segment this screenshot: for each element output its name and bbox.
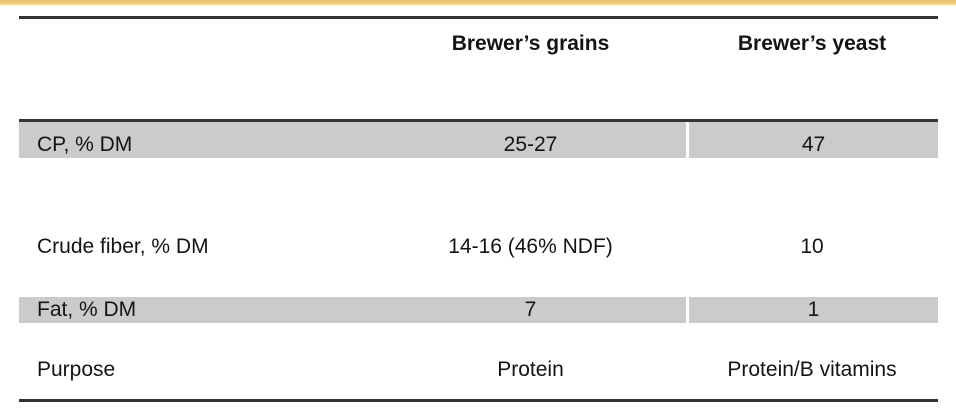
row-label-fat: Fat, % DM [19, 297, 375, 323]
table-row-fat: Fat, % DM 7 1 [19, 280, 938, 340]
column-header-brewers-grains: Brewer’s grains [451, 32, 610, 55]
cell-cp-yeast: 47 [686, 122, 938, 158]
row-label-crude-fiber: Crude fiber, % DM [37, 235, 209, 258]
cell-crude-fiber-yeast: 10 [800, 235, 824, 258]
cell-fat-grains: 7 [375, 297, 686, 323]
cell-fat-yeast: 1 [686, 297, 938, 323]
column-header-blank [19, 19, 375, 31]
table-row-purpose: Purpose Protein Protein/B vitamins [19, 340, 938, 399]
cell-crude-fiber-grains: 14-16 (46% NDF) [448, 235, 613, 258]
top-accent-bar [0, 0, 956, 5]
table-row-crude-fiber: Crude fiber, % DM 14-16 (46% NDF) 10 [19, 214, 938, 280]
cell-purpose-yeast: Protein/B vitamins [727, 357, 897, 381]
column-header-brewers-yeast: Brewer’s yeast [737, 32, 887, 55]
cell-cp-grains: 25-27 [375, 122, 686, 158]
row-label-purpose: Purpose [37, 357, 116, 381]
nutrition-comparison-table: Brewer’s grains Brewer’s yeast CP, % DM … [19, 16, 938, 402]
table-header-row: Brewer’s grains Brewer’s yeast [19, 19, 938, 122]
cell-purpose-grains: Protein [497, 357, 564, 381]
row-label-cp: CP, % DM [19, 122, 375, 158]
table-row-cp: CP, % DM 25-27 47 [19, 122, 938, 214]
